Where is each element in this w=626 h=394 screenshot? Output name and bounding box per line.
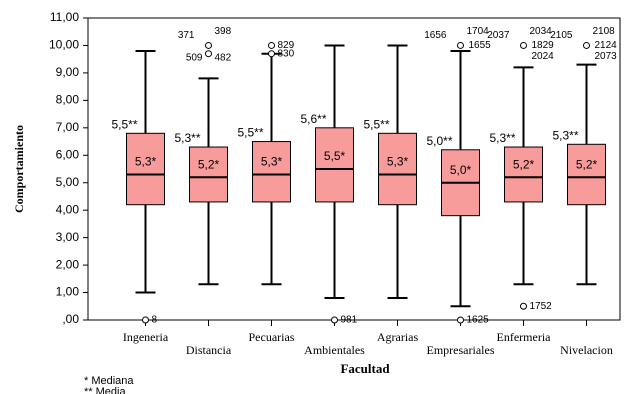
x-tick-label: Agrarias	[377, 330, 419, 344]
box	[504, 146, 543, 203]
outlier-label: 2124	[595, 40, 618, 51]
median-label: 5,0*	[450, 163, 472, 177]
outlier-label: 2024	[532, 51, 555, 62]
box	[126, 132, 165, 206]
median-label: 5,3*	[135, 155, 157, 169]
outlier-label: 981	[341, 315, 358, 326]
outlier-label: 1752	[530, 301, 553, 312]
outlier-label: 1656	[424, 30, 447, 41]
outlier	[205, 41, 212, 49]
x-tick-label: Ingeneria	[123, 330, 169, 344]
box	[567, 143, 606, 206]
outlier	[457, 316, 464, 324]
mean-label: 5,3**	[174, 131, 200, 145]
footnote: * Mediana	[84, 375, 134, 387]
y-tick-label: ,00	[62, 312, 79, 326]
outlier	[268, 41, 275, 49]
outlier	[520, 302, 527, 310]
median-label: 5,3*	[261, 155, 283, 169]
outlier	[142, 316, 149, 324]
median-label: 5,2*	[513, 157, 535, 171]
mean-label: 5,5**	[111, 117, 137, 131]
x-axis-label: Facultad	[340, 361, 390, 376]
outlier-label: 830	[278, 48, 295, 59]
mean-label: 5,6**	[300, 112, 326, 126]
outlier-label: 1655	[469, 40, 492, 51]
x-tick-label: Distancia	[186, 343, 232, 357]
y-tick-label: 5,00	[56, 175, 80, 189]
x-tick-label: Pecuarias	[249, 330, 295, 344]
outlier-label: 2037	[487, 30, 510, 41]
y-tick-label: 2,00	[56, 257, 80, 271]
x-tick-label: Nivelacion	[560, 343, 613, 357]
mean-label: 5,5**	[237, 126, 263, 140]
y-tick-label: 9,00	[56, 65, 80, 79]
outlier-label: 2034	[530, 26, 553, 37]
x-tick-label: Ambientales	[304, 343, 365, 357]
outlier-label: 8	[152, 315, 158, 326]
box	[378, 132, 417, 206]
outlier-label: 1625	[467, 315, 490, 326]
median-label: 5,2*	[576, 157, 598, 171]
median-label: 5,5*	[324, 149, 346, 163]
outlier-label: 2108	[593, 26, 616, 37]
outlier-label: 2073	[595, 51, 618, 62]
outlier-label: 1829	[532, 40, 555, 51]
mean-label: 5,3**	[552, 128, 578, 142]
outlier	[268, 50, 275, 58]
x-tick-label: Enfermeria	[497, 330, 552, 344]
median-label: 5,3*	[387, 155, 409, 169]
mean-label: 5,0**	[426, 134, 452, 148]
outlier	[331, 316, 338, 324]
y-axis-label: Comportamiento	[12, 125, 26, 213]
outlier-label: 829	[278, 40, 295, 51]
y-tick-label: 8,00	[56, 93, 80, 107]
plot-frame	[87, 17, 621, 321]
outlier-label: 1704	[467, 26, 490, 37]
outlier	[205, 50, 212, 58]
x-tick-label: Empresariales	[427, 343, 495, 357]
outlier-label: 2105	[550, 30, 573, 41]
outlier-label: 371	[178, 30, 195, 41]
median-label: 5,2*	[198, 157, 220, 171]
outlier-label: 482	[215, 52, 232, 63]
y-tick-label: 7,00	[56, 120, 80, 134]
y-tick-label: 4,00	[56, 202, 80, 216]
outlier-label: 509	[186, 52, 203, 63]
outlier	[520, 41, 527, 49]
footnote: ** Media	[84, 386, 126, 394]
outlier-label: 398	[215, 26, 232, 37]
box	[252, 141, 291, 203]
box	[315, 127, 354, 203]
outlier	[457, 41, 464, 49]
y-tick-label: 3,00	[56, 230, 80, 244]
mean-label: 5,3**	[489, 131, 515, 145]
y-tick-label: 10,00	[49, 38, 79, 52]
box	[189, 146, 228, 203]
outlier	[583, 41, 590, 49]
y-tick-label: 1,00	[56, 285, 80, 299]
y-tick-label: 6,00	[56, 147, 80, 161]
y-tick-label: 11,00	[50, 10, 79, 24]
mean-label: 5,5**	[363, 117, 389, 131]
